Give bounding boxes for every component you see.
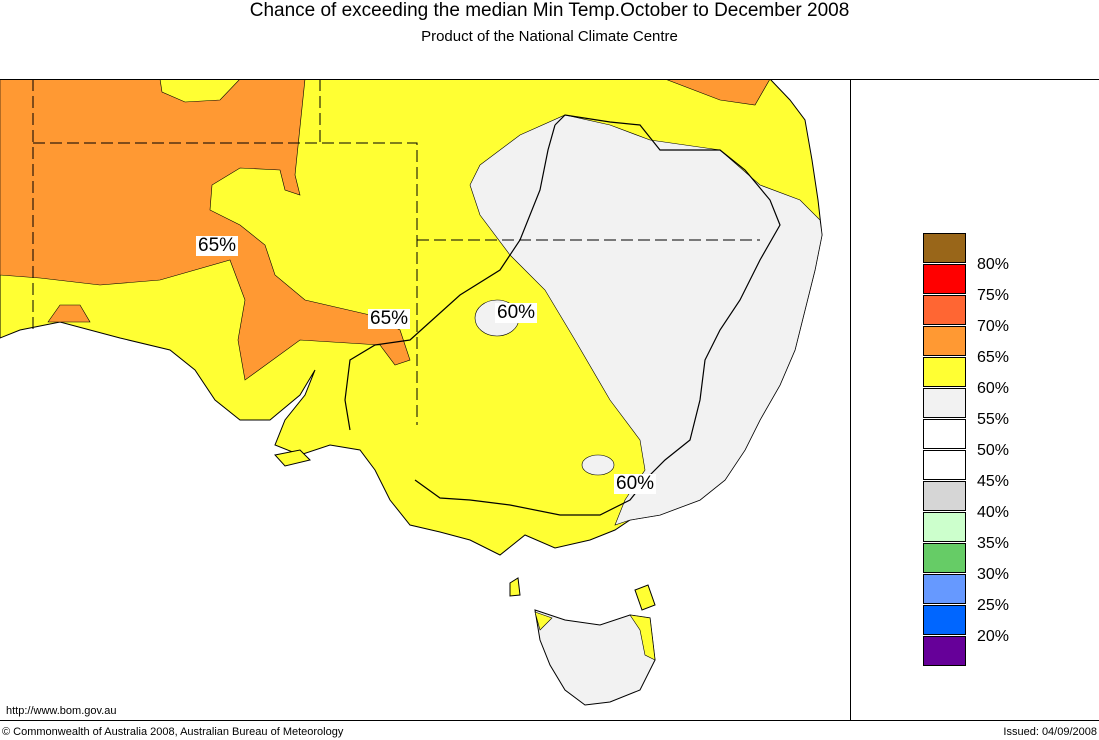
legend-swatch	[923, 543, 966, 573]
legend-swatch	[923, 388, 966, 418]
legend-swatch	[923, 295, 966, 325]
map-label-65-west: 65%	[196, 235, 239, 256]
website-url: http://www.bom.gov.au	[6, 705, 117, 717]
legend-swatch	[923, 419, 966, 449]
legend: 80% 75% 70% 65% 60% 55% 50% 45% 40% 35% 30% 25% 20%	[850, 79, 1099, 720]
tasmania	[534, 609, 656, 706]
legend-label: 60%	[977, 380, 1010, 397]
legend-swatch	[923, 636, 966, 666]
map-subtitle: Product of the National Climate Centre	[421, 28, 678, 45]
issued-date: Issued: 04/09/2008	[1003, 726, 1097, 738]
copyright: © Commonwealth of Australia 2008, Austra…	[2, 726, 344, 738]
legend-label: 30%	[977, 566, 1010, 583]
legend-swatch	[923, 233, 966, 263]
map-label-60-north: 60%	[495, 302, 538, 323]
map-label-60-south: 60%	[614, 473, 657, 494]
legend-label: 20%	[977, 628, 1010, 645]
legend-label: 50%	[977, 442, 1010, 459]
map-title: Chance of exceeding the median Min Temp.…	[249, 0, 850, 21]
legend-swatch	[923, 574, 966, 604]
legend-swatch	[923, 326, 966, 356]
legend-label: 35%	[977, 535, 1010, 552]
legend-swatch	[923, 357, 966, 387]
legend-swatch	[923, 450, 966, 480]
map-label-65-central: 65%	[368, 308, 411, 329]
legend-label: 80%	[977, 256, 1010, 273]
legend-swatch	[923, 481, 966, 511]
legend-label: 55%	[977, 411, 1010, 428]
legend-swatch	[923, 512, 966, 542]
legend-swatch	[923, 264, 966, 294]
legend-label: 45%	[977, 473, 1010, 490]
probability-map	[0, 79, 850, 720]
legend-swatch	[923, 605, 966, 635]
legend-label: 75%	[977, 287, 1010, 304]
legend-label: 70%	[977, 318, 1010, 335]
legend-label: 40%	[977, 504, 1010, 521]
legend-label: 65%	[977, 349, 1010, 366]
legend-label: 25%	[977, 597, 1010, 614]
